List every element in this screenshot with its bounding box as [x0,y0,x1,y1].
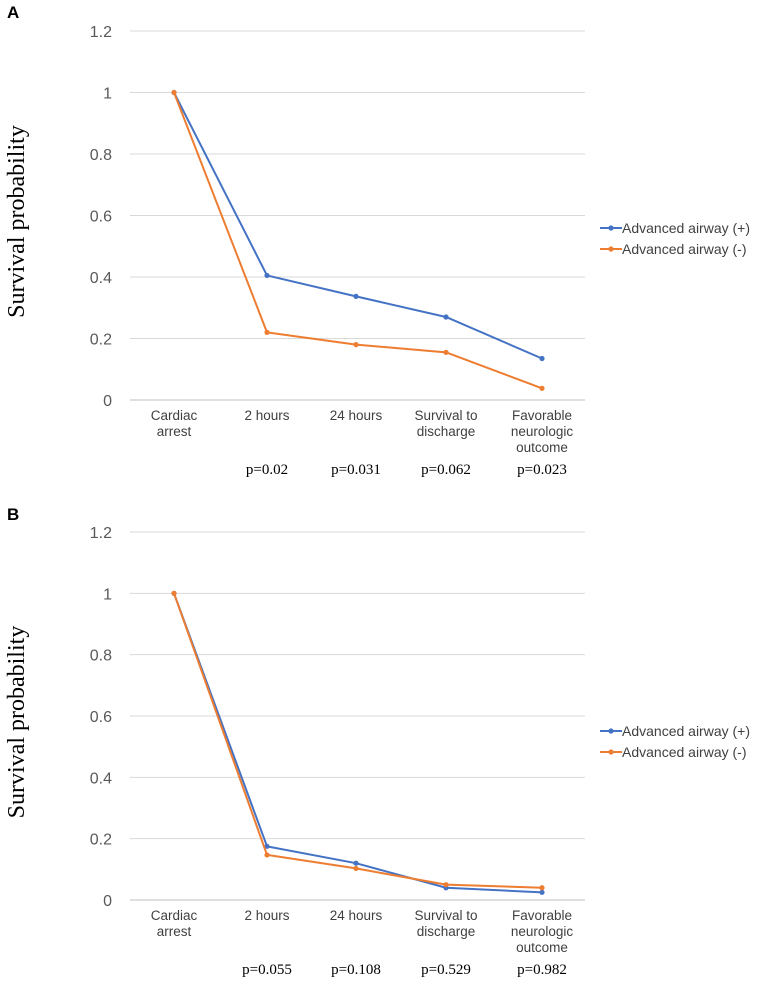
data-point-advanced-airway-minus [171,89,177,96]
p-value-label: p=0.02 [246,462,288,478]
y-tick-label: 1.2 [90,24,112,41]
y-tick-label: 0.8 [90,648,112,665]
series-line-advanced-airway-plus [173,592,543,894]
p-value-label: p=0.055 [242,962,292,978]
data-point-advanced-airway-minus [353,342,359,348]
series-line-advanced-airway-minus [173,592,543,889]
y-axis-title: Survival probability [4,125,30,318]
data-point-advanced-airway-plus [264,272,270,279]
data-point-advanced-airway-plus [539,355,545,362]
legend: Advanced airway (+) Advanced airway (-) [600,220,750,257]
panel-label: A [7,3,19,22]
x-tick-label-line: Favorable [512,408,572,423]
chart-panel-b: B 0 0.2 0.4 0.6 0.8 1 1.2 Survival probability Ca… [4,505,750,978]
x-tick-label-line: arrest [157,424,192,439]
y-tick-label: 0.6 [90,709,112,726]
legend-swatch-marker [608,728,614,734]
x-tick-label: Cardiac arrest [151,408,198,439]
y-tick-label: 0.4 [90,270,112,287]
legend-swatch-marker [608,749,614,755]
data-point-advanced-airway-minus [443,882,449,888]
x-tick-label: 24 hours [330,908,383,923]
p-value-label: p=0.108 [331,962,381,978]
x-tick-label-line: neurologic [511,924,574,939]
legend-swatch-marker [608,246,614,252]
data-point-advanced-airway-plus [539,889,545,895]
x-tick-label-line: Survival to [414,908,477,923]
x-tick-label-line: 24 hours [330,908,383,923]
legend-entry: Advanced airway (-) [622,241,747,257]
y-tick-label: 0.6 [90,209,112,226]
legend-entry: Advanced airway (-) [622,744,747,760]
x-tick-label-line: outcome [516,440,568,455]
x-tick-label-line: arrest [157,924,192,939]
panel-label: B [7,505,19,524]
y-tick-label: 1 [103,586,112,603]
x-tick-label: 24 hours [330,408,383,423]
y-tick-label: 0.4 [90,770,112,787]
y-tick-label: 0.2 [90,832,112,849]
x-tick-label-line: Cardiac [151,408,198,423]
y-tick-label: 1.2 [90,525,112,542]
x-tick-label: Survival to discharge [414,908,477,939]
x-tick-label: Favorable neurologic outcome [511,408,574,455]
x-tick-label-line: discharge [417,924,476,939]
legend: Advanced airway (+) Advanced airway (-) [600,723,750,760]
p-value-label: p=0.982 [517,962,567,978]
y-tick-label: 0 [103,893,112,910]
x-tick-label-line: neurologic [511,424,574,439]
data-point-advanced-airway-plus [353,860,359,866]
data-point-advanced-airway-plus [264,843,270,849]
x-tick-label: Favorable neurologic outcome [511,908,574,955]
data-point-advanced-airway-minus [353,865,359,872]
p-value-label: p=0.031 [331,462,381,478]
data-point-advanced-airway-minus [264,852,270,858]
series-line-advanced-airway-plus [173,92,543,360]
data-point-advanced-airway-plus [443,314,449,320]
x-tick-label-line: Survival to [414,408,477,423]
chart-panel-a: A 0 0.2 0.4 0.6 0.8 1 1.2 Survival probability Ca… [4,3,750,478]
y-tick-label: 0.2 [90,332,112,349]
y-axis-title: Survival probability [4,626,30,819]
y-tick-label: 1 [103,86,112,103]
x-tick-label: 2 hours [244,408,289,423]
x-tick-label-line: Favorable [512,908,572,923]
data-point-advanced-airway-minus [443,349,449,355]
x-tick-label-line: 2 hours [244,408,289,423]
data-point-advanced-airway-minus [264,329,270,335]
data-point-advanced-airway-minus [539,885,545,891]
legend-swatch-marker [608,225,614,231]
x-tick-label-line: Cardiac [151,908,198,923]
y-tick-label: 0.8 [90,147,112,164]
x-tick-label-line: outcome [516,940,568,955]
p-value-label: p=0.529 [421,962,471,978]
p-value-label: p=0.062 [421,462,471,478]
data-point-advanced-airway-plus [353,293,359,299]
data-point-advanced-airway-minus [171,590,177,596]
legend-entry: Advanced airway (+) [622,220,750,236]
x-tick-label-line: 24 hours [330,408,383,423]
x-tick-label-line: discharge [417,424,476,439]
x-tick-label: Cardiac arrest [151,908,198,939]
x-tick-label: Survival to discharge [414,408,477,439]
y-tick-label: 0 [103,393,112,410]
data-point-advanced-airway-minus [539,385,545,391]
x-tick-label: 2 hours [244,908,289,923]
legend-entry: Advanced airway (+) [622,723,750,739]
x-tick-label-line: 2 hours [244,908,289,923]
p-value-label: p=0.023 [517,462,567,478]
